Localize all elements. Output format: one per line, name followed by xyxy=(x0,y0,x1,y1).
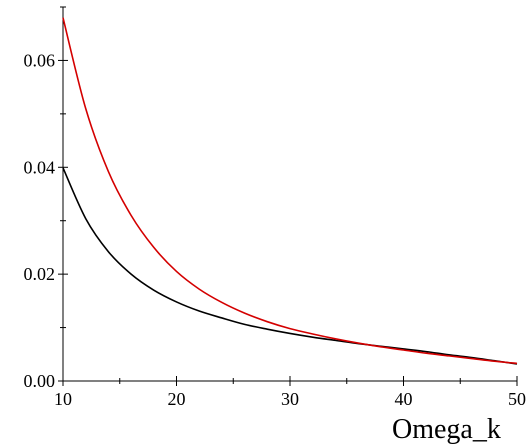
y-tick-label: 0.06 xyxy=(24,50,56,70)
y-tick-label: 0.02 xyxy=(24,264,56,284)
series-layer xyxy=(62,17,518,365)
x-tick-label: 10 xyxy=(54,389,72,409)
x-axis-title: Omega_k xyxy=(392,414,501,445)
x-tick-label: 50 xyxy=(508,389,526,409)
x-tick-label: 40 xyxy=(395,389,413,409)
series-line-1 xyxy=(62,167,518,365)
y-tick-label: 0.00 xyxy=(24,371,56,391)
x-tick-label: 20 xyxy=(168,389,186,409)
series-line-2 xyxy=(62,17,518,365)
axes xyxy=(58,6,518,386)
tick-labels: 10 20 30 40 50 0.00 0.02 0.04 0.06 xyxy=(24,50,527,409)
y-tick-label: 0.04 xyxy=(24,157,56,177)
x-tick-label: 30 xyxy=(281,389,299,409)
